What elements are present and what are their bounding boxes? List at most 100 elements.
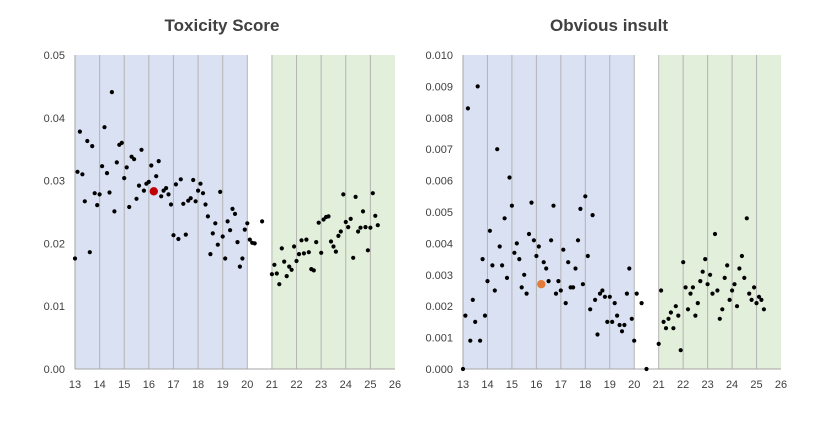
data-point — [171, 233, 176, 238]
data-point — [683, 285, 688, 290]
obvious-insult-chart: Obvious insult 0.000 0.001 0.002 0.003 0.004… — [425, 16, 787, 391]
x-tick-label: 19 — [217, 379, 229, 391]
data-point — [487, 228, 492, 233]
data-point — [749, 297, 754, 302]
data-point — [632, 338, 637, 343]
x-tick-label: 23 — [701, 379, 713, 391]
data-point — [191, 177, 196, 183]
x-tick-label: 23 — [315, 379, 327, 391]
data-point — [178, 177, 183, 182]
data-point — [299, 238, 304, 243]
data-point — [624, 291, 630, 296]
data-point — [656, 341, 661, 346]
data-point — [617, 322, 622, 328]
data-point — [676, 313, 681, 318]
x-tick-label: 16 — [143, 379, 155, 391]
data-point — [715, 288, 720, 293]
data-point — [77, 129, 82, 134]
data-point — [690, 285, 696, 290]
data-point — [615, 313, 620, 318]
data-point — [610, 319, 615, 324]
data-point — [585, 253, 590, 259]
data-point — [301, 251, 306, 256]
data-point — [490, 263, 495, 268]
data-point — [752, 285, 757, 290]
data-point — [524, 291, 529, 296]
data-point — [492, 288, 497, 293]
y-tick-label: 0.009 — [425, 81, 453, 93]
data-point — [173, 182, 178, 187]
data-point — [338, 229, 343, 234]
y-tick-label: 0.00 — [44, 364, 65, 376]
data-point — [566, 260, 571, 265]
data-point — [316, 220, 321, 225]
data-point — [333, 249, 338, 254]
data-point — [215, 242, 220, 247]
data-point — [659, 288, 664, 293]
data-point — [176, 236, 181, 242]
data-point — [578, 206, 583, 211]
data-point — [463, 313, 468, 318]
y-tick-label: 0.01 — [44, 301, 65, 313]
data-point — [97, 192, 102, 197]
data-point — [747, 291, 752, 296]
data-point — [478, 338, 483, 343]
data-point — [482, 313, 488, 318]
y-tick-label: 0.005 — [425, 207, 453, 219]
data-point — [149, 163, 154, 168]
data-point — [495, 147, 500, 152]
data-point — [685, 307, 691, 312]
data-point — [742, 275, 747, 280]
data-point — [705, 282, 710, 287]
data-point — [529, 200, 534, 205]
y-tick-label: 0.008 — [425, 113, 453, 125]
data-point — [473, 319, 478, 324]
data-point — [468, 338, 473, 343]
x-tick-label: 21 — [266, 379, 278, 391]
data-point — [235, 240, 240, 245]
y-tick-label: 0.007 — [425, 144, 453, 156]
data-point — [279, 246, 284, 251]
data-point — [230, 206, 235, 211]
data-point — [181, 201, 186, 206]
data-point — [156, 159, 161, 164]
data-point — [698, 279, 703, 284]
data-point — [673, 304, 678, 309]
data-point — [124, 165, 129, 170]
x-tick-label: 17 — [167, 379, 179, 391]
data-point — [600, 288, 605, 293]
data-point — [341, 192, 346, 197]
data-point — [573, 266, 578, 271]
x-tick-label: 20 — [241, 379, 253, 391]
x-tick-label: 22 — [677, 379, 689, 391]
data-point — [727, 297, 732, 302]
y-tick-label: 0.002 — [425, 301, 453, 313]
data-point — [223, 256, 228, 261]
data-point — [759, 297, 764, 302]
data-point — [519, 285, 524, 290]
data-point — [228, 228, 233, 233]
data-point — [365, 248, 370, 253]
data-point — [363, 225, 368, 230]
data-point — [356, 229, 361, 234]
data-point — [546, 279, 551, 284]
data-point — [678, 348, 683, 353]
data-point — [595, 332, 600, 337]
data-point — [597, 291, 603, 296]
data-point — [602, 294, 608, 299]
data-point — [304, 237, 309, 242]
data-point — [708, 272, 713, 277]
x-tick-label: 15 — [506, 379, 518, 391]
data-point — [282, 259, 287, 264]
data-point — [146, 179, 151, 184]
data-point — [200, 191, 206, 196]
data-point — [92, 191, 97, 196]
x-tick-label: 14 — [93, 379, 105, 391]
y-tick-label: 0.000 — [425, 364, 453, 376]
data-point — [730, 288, 735, 293]
data-point — [353, 194, 358, 199]
data-point — [208, 252, 213, 257]
x-tick-label: 24 — [726, 379, 738, 391]
data-point — [593, 297, 598, 302]
data-point — [737, 266, 742, 271]
